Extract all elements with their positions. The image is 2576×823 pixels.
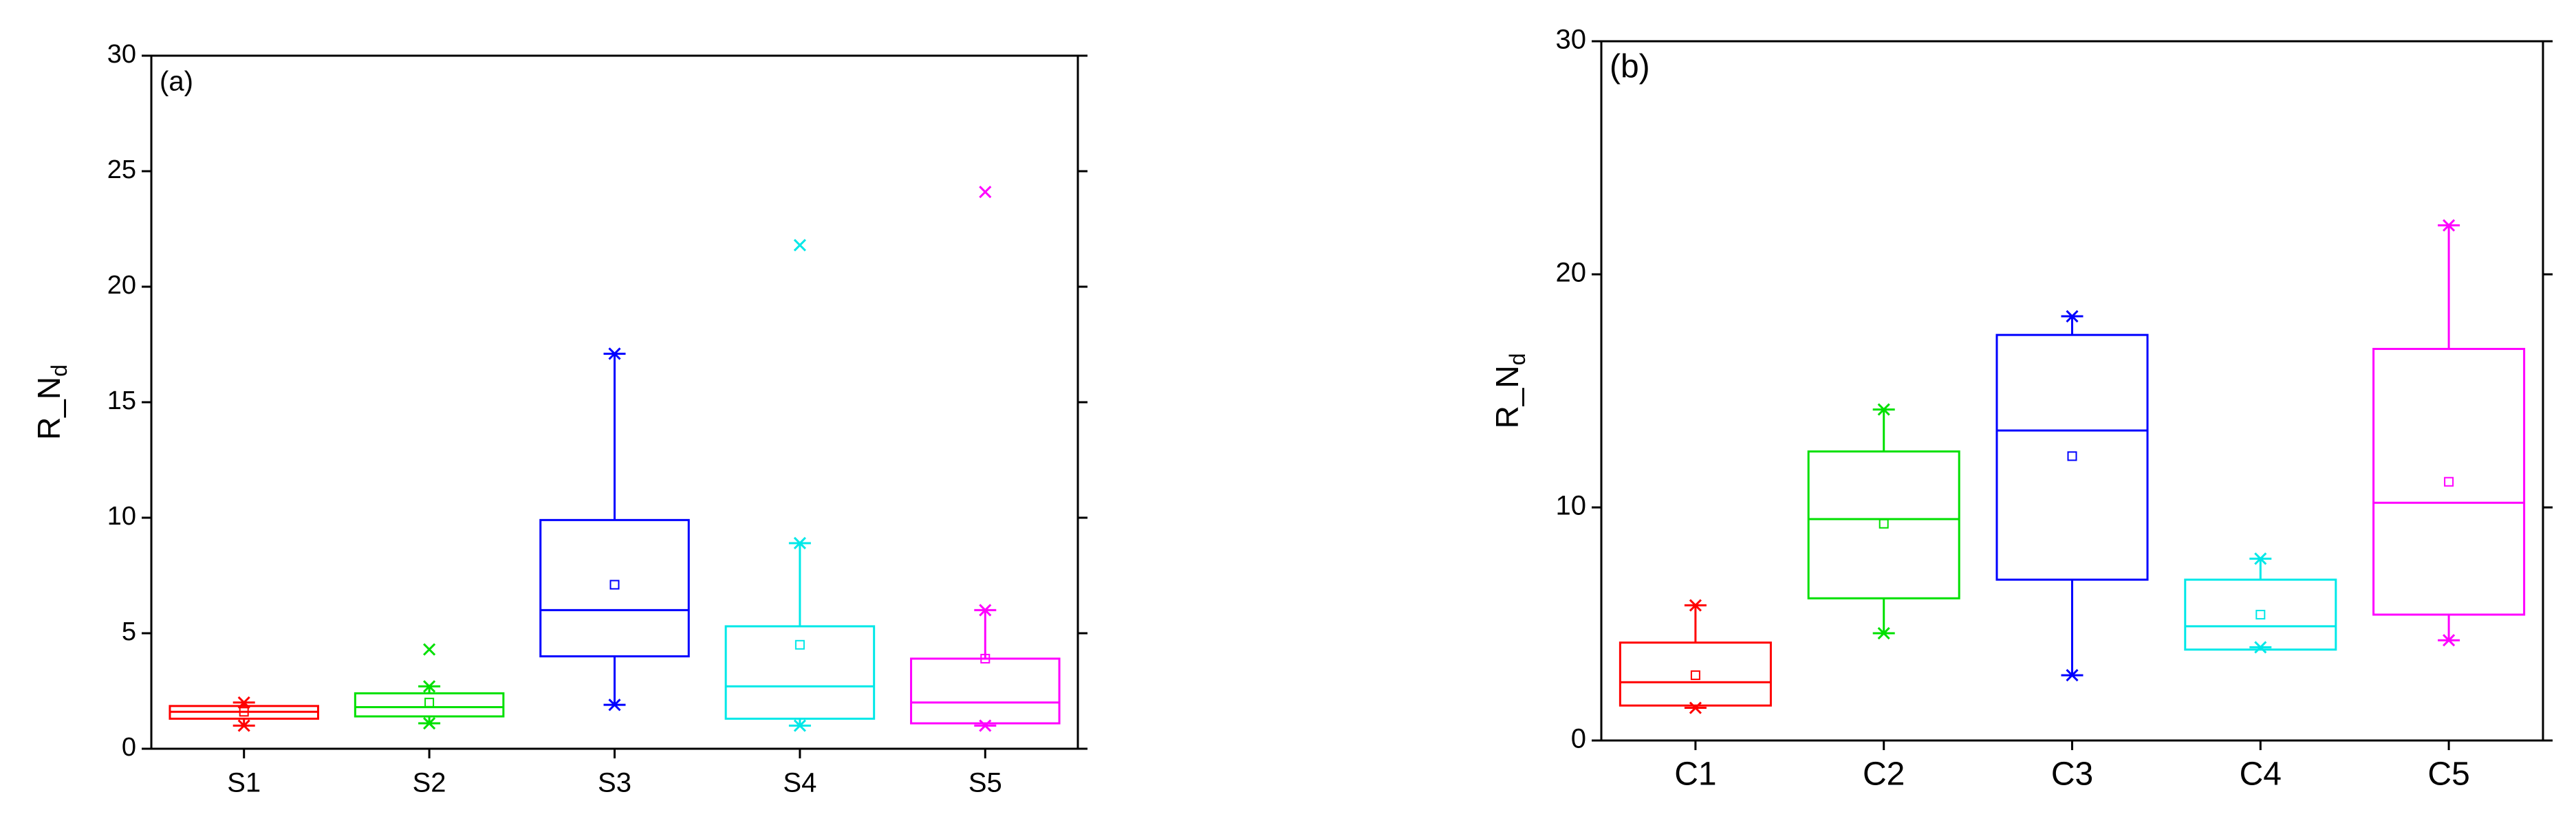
y-tick-label: 10 <box>107 502 136 531</box>
box <box>2184 578 2337 651</box>
y-tick-label: 30 <box>107 40 136 69</box>
mean-marker <box>1690 670 1700 681</box>
cap-high-marker <box>793 536 806 550</box>
y-axis-label-main: R_N <box>1489 365 1525 428</box>
y-tick-label: 20 <box>107 271 136 300</box>
cap-low-marker <box>1689 701 1702 714</box>
cap-low-marker <box>793 719 806 732</box>
x-tick-label: C3 <box>2051 756 2093 793</box>
x-tick-label: S3 <box>598 768 631 798</box>
cap-high-marker <box>2066 309 2079 323</box>
mean-marker <box>424 697 435 707</box>
y-tick-label: 20 <box>1556 258 1587 288</box>
y-tick-label: 5 <box>122 617 136 646</box>
mean-marker <box>980 653 991 663</box>
y-axis-label: R_Nd <box>1489 353 1530 429</box>
mean-marker <box>609 580 620 590</box>
y-axis-label-sub: d <box>47 364 72 377</box>
mean-marker <box>2444 476 2454 487</box>
x-tick-label: S5 <box>968 768 1002 798</box>
outlier <box>793 239 806 252</box>
y-axis-label-main: R_N <box>31 377 67 440</box>
cap-high-marker <box>2254 552 2267 565</box>
cap-low-marker <box>2254 641 2267 654</box>
cap-low-marker <box>979 719 992 732</box>
box <box>910 657 1061 725</box>
x-tick-label: C1 <box>1674 756 1716 793</box>
mean-marker <box>2255 609 2266 619</box>
box <box>1619 641 1772 707</box>
x-tick-label: C5 <box>2427 756 2469 793</box>
x-tick-label: S2 <box>413 768 446 798</box>
y-tick-label: 25 <box>107 155 136 184</box>
cap-low-marker <box>2066 669 2079 682</box>
box <box>2372 347 2526 616</box>
y-tick-label: 15 <box>107 386 136 415</box>
x-tick-label: S1 <box>227 768 261 798</box>
panel-label: (b) <box>1610 49 1650 85</box>
box <box>354 692 505 718</box>
box <box>1995 333 2149 581</box>
outlier <box>423 643 436 656</box>
cap-low-marker <box>2443 634 2456 647</box>
x-tick-label: S4 <box>783 768 816 798</box>
y-tick-label: 0 <box>1571 724 1586 754</box>
box <box>539 518 690 658</box>
box <box>1807 450 1960 600</box>
mean-marker <box>794 639 805 650</box>
cap-high-marker <box>423 680 436 693</box>
mean-marker <box>1879 518 1889 529</box>
cap-high-marker <box>2443 219 2456 232</box>
cap-high-marker <box>1689 599 1702 612</box>
cap-low-marker <box>1877 626 1890 640</box>
y-tick-label: 10 <box>1556 491 1587 521</box>
cap-low-marker <box>608 699 621 712</box>
cap-high-marker <box>1877 403 1890 416</box>
mean-marker <box>2067 451 2077 461</box>
cap-high-marker <box>608 347 621 360</box>
x-tick-label: C2 <box>1863 756 1905 793</box>
x-tick-label: C4 <box>2240 756 2282 793</box>
cap-low-marker <box>237 719 250 732</box>
box <box>724 625 876 720</box>
cap-high-marker <box>979 604 992 617</box>
outlier <box>979 186 992 199</box>
y-tick-label: 0 <box>122 733 136 762</box>
panel-label: (a) <box>160 67 193 97</box>
mean-marker <box>239 707 249 717</box>
y-tick-label: 30 <box>1556 25 1587 55</box>
cap-low-marker <box>423 716 436 730</box>
y-axis-label: R_Nd <box>31 364 72 440</box>
y-axis-label-sub: d <box>1505 353 1530 366</box>
